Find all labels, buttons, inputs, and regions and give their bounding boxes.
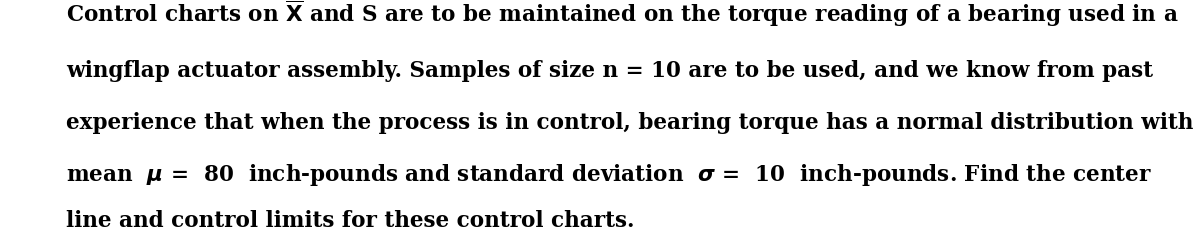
Text: experience that when the process is in control, bearing torque has a normal dist: experience that when the process is in c… (66, 112, 1193, 134)
Text: mean  $\boldsymbol{\mu}$ =  80  inch-pounds and standard deviation  $\boldsymbol: mean $\boldsymbol{\mu}$ = 80 inch-pounds… (66, 162, 1152, 188)
Text: wingflap actuator assembly. Samples of size n = 10 are to be used, and we know f: wingflap actuator assembly. Samples of s… (66, 60, 1153, 82)
Text: line and control limits for these control charts.: line and control limits for these contro… (66, 210, 635, 232)
Text: Control charts on $\overline{\mathbf{X}}$ and S are to be maintained on the torq: Control charts on $\overline{\mathbf{X}}… (66, 0, 1178, 29)
